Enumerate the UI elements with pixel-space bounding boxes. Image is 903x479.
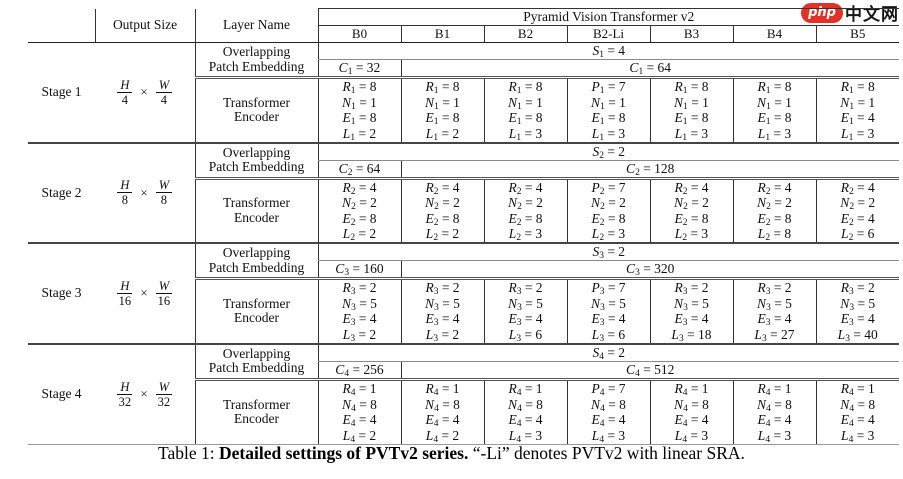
- encoder-params-b5: R2 = 4 N2 = 2 E2 = 4 L2 = 6: [815, 178, 899, 244]
- stage3-channel-row: C3 = 160 C3 = 320: [28, 260, 899, 280]
- stage-label: Stage 3: [28, 243, 95, 345]
- encoder-params-b5: R1 = 8 N1 = 1 E1 = 4 L1 = 3: [815, 77, 899, 144]
- layer-name-patch: Overlapping Patch Embedding: [194, 42, 318, 79]
- times-sign: ×: [140, 285, 148, 301]
- encoder-params-b2: R1 = 8 N1 = 1 E1 = 8 L1 = 3: [483, 77, 567, 144]
- encoder-params-b1: R4 = 1 N4 = 8 E4 = 4 L4 = 2: [400, 379, 484, 445]
- stride-cell: S2 = 2: [317, 142, 899, 161]
- fraction-w: W 32: [155, 379, 173, 409]
- stage3-patch-row: Stage 3 H 16 × W 16 Overlapping Patch Embe…: [28, 243, 899, 345]
- stride-cell: S1 = 4: [317, 42, 899, 60]
- corner-cell: [28, 8, 95, 43]
- encoder-params-b1: R3 = 2 N3 = 5 E3 = 4 L3 = 2: [400, 278, 484, 345]
- col-header-b0: B0: [317, 25, 401, 43]
- encoder-params-b2li: P1 = 7 N1 = 1 E1 = 8 L1 = 3: [566, 77, 650, 144]
- col-header-b2: B2: [483, 25, 567, 43]
- header-row-variants: B0 B1 B2 B2-Li B3 B4 B5: [28, 25, 899, 43]
- stage-label: Stage 4: [28, 343, 95, 445]
- layer-name-encoder: Transformer Encoder: [194, 379, 318, 445]
- output-size-cell: H 16 × W 16: [95, 243, 195, 345]
- group-title: Pyramid Vision Transformer v2: [317, 8, 899, 26]
- channel-cell-rest: C1 = 64: [400, 59, 899, 79]
- encoder-params-b2li: P4 = 7 N4 = 8 E4 = 4 L4 = 3: [566, 379, 650, 445]
- encoder-params-b1: R1 = 8 N1 = 1 E1 = 8 L1 = 2: [400, 77, 484, 144]
- caption-prefix: Table 1:: [158, 443, 220, 463]
- stage3-encoder-row: Transformer Encoder R3 = 2 N3 = 5 E3 = 4 L3…: [28, 278, 899, 345]
- stage4-patch-row: Stage 4 H 32 × W 32 Overlapping Patch Embe…: [28, 343, 899, 445]
- stage2-encoder-row: Transformer Encoder R2 = 4 N2 = 2 E2 = 8 L2…: [28, 178, 899, 244]
- layer-name-encoder: Transformer Encoder: [194, 278, 318, 345]
- encoder-params-b0: R3 = 2 N3 = 5 E3 = 4 L3 = 2: [317, 278, 401, 345]
- pvtv2-settings-table: Output Size Layer Name Pyramid Vision Tr…: [28, 8, 899, 445]
- encoder-params-b3: R1 = 8 N1 = 1 E1 = 8 L1 = 3: [649, 77, 733, 144]
- stage2-channel-row: C2 = 64 C2 = 128: [28, 160, 899, 180]
- layer-name-header: Layer Name: [194, 8, 318, 43]
- encoder-params-b1: R2 = 4 N2 = 2 E2 = 8 L2 = 2: [400, 178, 484, 244]
- channel-cell-b0: C1 = 32: [317, 59, 401, 79]
- fraction-h: H 32: [117, 379, 133, 409]
- header-row-group: Output Size Layer Name Pyramid Vision Tr…: [28, 8, 899, 43]
- col-header-b3: B3: [649, 25, 733, 43]
- encoder-params-b4: R2 = 4 N2 = 2 E2 = 8 L2 = 8: [732, 178, 816, 244]
- layer-name-encoder: Transformer Encoder: [194, 178, 318, 244]
- layer-name-encoder: Transformer Encoder: [194, 77, 318, 144]
- col-header-b2li: B2-Li: [566, 25, 650, 43]
- stage1-encoder-row: Transformer Encoder R1 = 8 N1 = 1 E1 = 8 L1…: [28, 77, 899, 144]
- caption-note: “-Li” denotes PVTv2 with linear SRA.: [468, 443, 745, 463]
- encoder-params-b3: R2 = 4 N2 = 2 E2 = 8 L2 = 3: [649, 178, 733, 244]
- encoder-params-b4: R1 = 8 N1 = 1 E1 = 8 L1 = 3: [732, 77, 816, 144]
- channel-cell-rest: C3 = 320: [400, 260, 899, 280]
- stage1-channel-row: C1 = 32 C1 = 64: [28, 59, 899, 79]
- layer-name-patch: Overlapping Patch Embedding: [194, 343, 318, 381]
- col-header-b4: B4: [732, 25, 816, 43]
- times-sign: ×: [140, 84, 148, 100]
- encoder-params-b2: R3 = 2 N3 = 5 E3 = 4 L3 = 6: [483, 278, 567, 345]
- layer-name-patch: Overlapping Patch Embedding: [194, 243, 318, 280]
- encoder-params-b2li: P2 = 7 N2 = 2 E2 = 8 L2 = 3: [566, 178, 650, 244]
- encoder-params-b0: R4 = 1 N4 = 8 E4 = 4 L4 = 2: [317, 379, 401, 445]
- encoder-params-b5: R4 = 1 N4 = 8 E4 = 4 L4 = 3: [815, 379, 899, 445]
- times-sign: ×: [140, 184, 148, 200]
- encoder-params-b2: R4 = 1 N4 = 8 E4 = 4 L4 = 3: [483, 379, 567, 445]
- stage-label: Stage 2: [28, 142, 95, 244]
- stride-cell: S3 = 2: [317, 243, 899, 261]
- channel-cell-b0: C3 = 160: [317, 260, 401, 280]
- col-header-b1: B1: [400, 25, 484, 43]
- encoder-params-b4: R4 = 1 N4 = 8 E4 = 4 L4 = 3: [732, 379, 816, 445]
- channel-cell-b0: C4 = 256: [317, 361, 401, 381]
- stride-cell: S4 = 2: [317, 343, 899, 362]
- encoder-params-b3: R3 = 2 N3 = 5 E3 = 4 L3 = 18: [649, 278, 733, 345]
- col-header-b5: B5: [815, 25, 899, 43]
- encoder-params-b0: R2 = 4 N2 = 2 E2 = 8 L2 = 2: [317, 178, 401, 244]
- stage4-channel-row: C4 = 256 C4 = 512: [28, 361, 899, 381]
- output-size-cell: H 32 × W 32: [95, 343, 195, 445]
- fraction-h: H 16: [117, 278, 133, 308]
- encoder-params-b2li: P3 = 7 N3 = 5 E3 = 4 L3 = 6: [566, 278, 650, 345]
- encoder-params-b0: R1 = 8 N1 = 1 E1 = 8 L1 = 2: [317, 77, 401, 144]
- encoder-params-b2: R2 = 4 N2 = 2 E2 = 8 L2 = 3: [483, 178, 567, 244]
- encoder-params-b3: R4 = 1 N4 = 8 E4 = 4 L4 = 3: [649, 379, 733, 445]
- output-size-header: Output Size: [94, 8, 195, 43]
- channel-cell-b0: C2 = 64: [317, 160, 401, 180]
- channel-cell-rest: C4 = 512: [400, 361, 899, 381]
- encoder-params-b5: R3 = 2 N3 = 5 E3 = 4 L3 = 40: [815, 278, 899, 345]
- caption-title: Detailed settings of PVTv2 series.: [219, 443, 469, 463]
- times-sign: ×: [140, 386, 148, 401]
- stage4-encoder-row: Transformer Encoder R4 = 1 N4 = 8 E4 = 4 L4…: [28, 379, 899, 445]
- fraction-w: W 16: [155, 278, 173, 308]
- table-caption: Table 1: Detailed settings of PVTv2 seri…: [0, 443, 903, 464]
- encoder-params-b4: R3 = 2 N3 = 5 E3 = 4 L3 = 27: [732, 278, 816, 345]
- stage-label: Stage 1: [28, 42, 95, 144]
- channel-cell-rest: C2 = 128: [400, 160, 899, 180]
- layer-name-patch: Overlapping Patch Embedding: [194, 142, 318, 180]
